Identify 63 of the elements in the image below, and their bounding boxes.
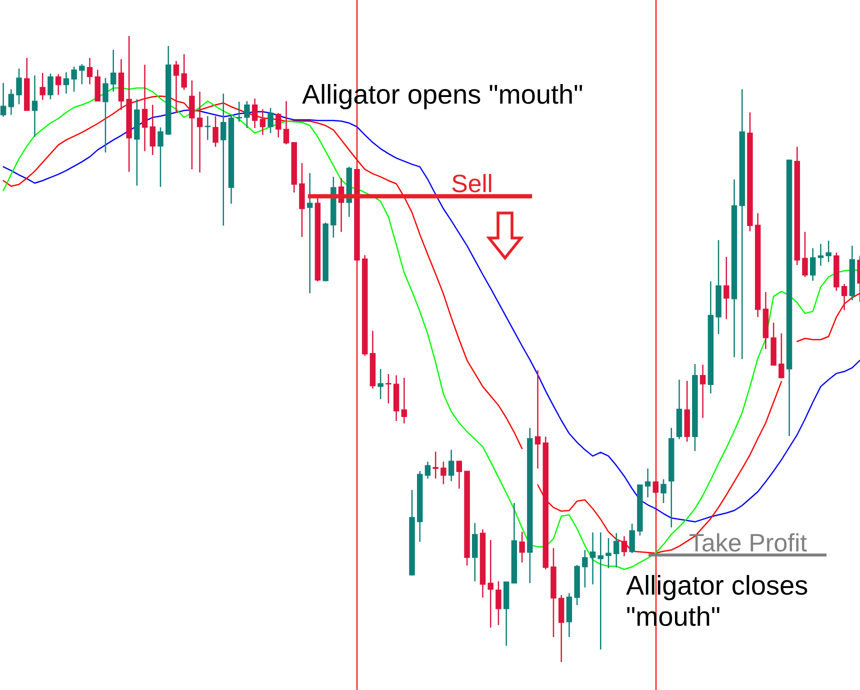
candlestick xyxy=(488,539,494,628)
candlestick xyxy=(306,172,313,294)
candlestick xyxy=(63,72,70,94)
candlestick xyxy=(142,64,148,152)
candlestick xyxy=(432,451,438,480)
candlestick xyxy=(276,112,282,138)
candlestick xyxy=(629,523,635,554)
candlestick xyxy=(660,478,666,504)
candlestick xyxy=(613,532,620,568)
candlestick xyxy=(826,240,832,263)
candlestick xyxy=(189,80,195,170)
candlestick xyxy=(401,377,408,424)
candlestick xyxy=(582,549,588,588)
candlestick xyxy=(496,580,502,626)
candlestick xyxy=(55,74,62,96)
candlestick xyxy=(48,72,54,100)
candlestick xyxy=(79,64,85,85)
candlestick xyxy=(519,531,525,564)
candlestick xyxy=(700,364,706,418)
candlestick xyxy=(818,243,824,266)
candlestick xyxy=(220,92,226,226)
candlestick xyxy=(150,104,156,156)
candlestick xyxy=(378,368,384,400)
candlestick xyxy=(8,88,14,116)
candlestick xyxy=(102,77,108,154)
candlestick xyxy=(724,256,730,320)
candlestick xyxy=(110,49,116,92)
candlestick xyxy=(260,108,266,136)
candlestick xyxy=(173,60,180,114)
candlestick xyxy=(196,91,203,174)
candlestick xyxy=(252,98,258,129)
candlestick xyxy=(841,283,848,311)
candlestick xyxy=(158,126,164,188)
candlestick xyxy=(71,66,77,92)
candlestick xyxy=(0,82,6,118)
candlestick xyxy=(424,461,431,480)
candlestick xyxy=(32,74,38,138)
candlestick xyxy=(606,537,612,569)
candlestick xyxy=(268,107,274,134)
candlestick xyxy=(652,481,659,494)
ref-line-label: Sell xyxy=(452,174,492,192)
candlestick xyxy=(16,68,22,105)
candlestick xyxy=(86,57,93,85)
candlestick xyxy=(621,536,628,557)
candlestick xyxy=(802,231,808,278)
ref-line-label: Take Profit xyxy=(690,533,807,552)
candlestick xyxy=(448,449,454,482)
candlestick xyxy=(456,460,462,490)
candlestick xyxy=(534,370,541,470)
candlestick xyxy=(181,54,187,90)
candlestick xyxy=(40,72,46,100)
candlestick xyxy=(590,532,596,586)
candlestick xyxy=(598,532,604,650)
candlestick xyxy=(440,461,446,485)
candlestick xyxy=(283,100,290,145)
candlestick xyxy=(778,332,784,380)
candlestick xyxy=(236,101,242,122)
candlestick xyxy=(644,468,651,498)
candlestick xyxy=(212,116,218,148)
candlestick xyxy=(810,248,816,282)
candlestick xyxy=(472,522,478,582)
candlestick xyxy=(386,373,392,404)
candlestick xyxy=(244,100,250,129)
